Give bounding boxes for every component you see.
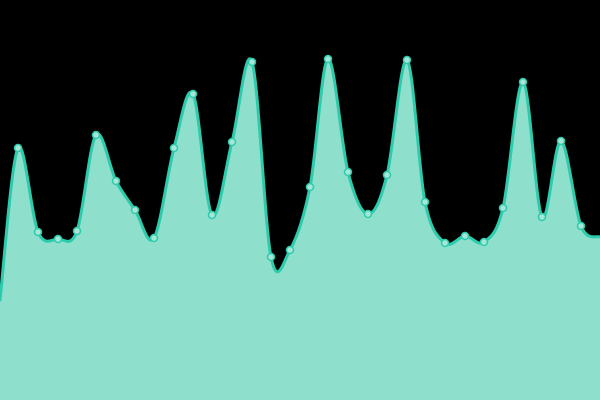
data-point-marker — [247, 57, 257, 67]
data-point-marker — [498, 203, 508, 213]
data-point-marker — [111, 176, 121, 186]
data-point-marker — [343, 167, 353, 177]
data-point-marker — [207, 210, 217, 220]
data-point-marker — [188, 89, 198, 99]
data-point-marker — [518, 77, 528, 87]
data-point-marker — [363, 209, 373, 219]
data-point-marker — [382, 170, 392, 180]
data-point-marker — [537, 212, 547, 222]
data-point-marker — [305, 182, 315, 192]
data-point-marker — [33, 227, 43, 237]
data-point-marker — [323, 54, 333, 64]
data-point-marker — [285, 245, 295, 255]
data-point-marker — [266, 252, 276, 262]
data-point-marker — [13, 143, 23, 153]
data-point-marker — [149, 233, 159, 243]
data-point-markers — [13, 54, 586, 262]
data-point-marker — [53, 234, 63, 244]
data-point-marker — [556, 136, 566, 146]
data-point-marker — [479, 237, 489, 247]
data-point-marker — [130, 205, 140, 215]
data-point-marker — [72, 226, 82, 236]
data-point-marker — [576, 221, 586, 231]
data-point-marker — [440, 238, 450, 248]
data-point-marker — [227, 137, 237, 147]
data-point-marker — [460, 231, 470, 241]
data-point-marker — [91, 130, 101, 140]
data-point-marker — [169, 143, 179, 153]
data-point-marker — [420, 197, 430, 207]
data-point-marker — [402, 55, 412, 65]
